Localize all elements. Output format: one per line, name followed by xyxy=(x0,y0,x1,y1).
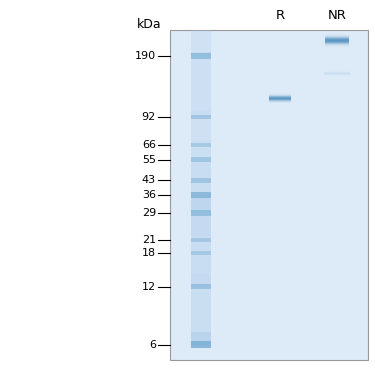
Text: 29: 29 xyxy=(142,208,156,218)
Text: 55: 55 xyxy=(142,155,156,165)
Bar xyxy=(269,102,291,103)
Bar xyxy=(191,236,211,240)
Text: 66: 66 xyxy=(142,140,156,150)
Text: kDa: kDa xyxy=(137,18,162,31)
Bar xyxy=(191,195,211,210)
Bar xyxy=(269,100,291,101)
Bar xyxy=(191,140,211,144)
Bar xyxy=(269,101,291,102)
Bar xyxy=(191,114,211,119)
Bar xyxy=(326,44,349,45)
Text: 12: 12 xyxy=(142,282,156,292)
Bar xyxy=(326,40,349,41)
Text: 6: 6 xyxy=(149,340,156,350)
Bar xyxy=(326,38,349,39)
Bar xyxy=(269,93,291,94)
Bar xyxy=(269,99,291,100)
Bar xyxy=(191,142,211,147)
Bar xyxy=(326,45,349,46)
Bar xyxy=(326,43,349,44)
Bar xyxy=(326,41,349,42)
Bar xyxy=(191,180,211,195)
Text: 18: 18 xyxy=(142,248,156,258)
Bar xyxy=(326,35,349,36)
Bar xyxy=(191,210,211,216)
Bar xyxy=(191,274,211,287)
Bar xyxy=(326,42,349,43)
Bar xyxy=(191,54,211,59)
Text: 43: 43 xyxy=(142,175,156,185)
Bar xyxy=(191,158,211,162)
Bar xyxy=(326,46,349,47)
Text: 92: 92 xyxy=(142,112,156,122)
Bar xyxy=(191,110,211,117)
Bar xyxy=(191,287,211,332)
Bar xyxy=(191,30,211,52)
Text: 21: 21 xyxy=(142,235,156,245)
Bar xyxy=(326,36,349,37)
Bar xyxy=(191,192,211,198)
Bar xyxy=(326,34,349,35)
Bar xyxy=(191,253,211,274)
Bar xyxy=(326,37,349,38)
Bar xyxy=(191,341,211,348)
Bar xyxy=(269,96,291,97)
Text: 190: 190 xyxy=(135,51,156,61)
Bar xyxy=(191,238,211,242)
Bar xyxy=(170,30,368,360)
Bar xyxy=(326,39,349,40)
Bar xyxy=(269,95,291,96)
Bar xyxy=(191,284,211,290)
Bar xyxy=(191,240,211,253)
Bar xyxy=(191,213,211,236)
Bar xyxy=(269,98,291,99)
Bar xyxy=(191,52,211,56)
Text: R: R xyxy=(275,9,285,22)
Bar xyxy=(191,144,211,160)
Bar xyxy=(191,251,211,255)
Bar xyxy=(191,210,211,213)
Text: NR: NR xyxy=(328,9,347,22)
Text: 36: 36 xyxy=(142,190,156,200)
Bar xyxy=(269,94,291,95)
Bar xyxy=(269,97,291,98)
Bar xyxy=(191,178,211,183)
Bar xyxy=(191,56,211,110)
Bar xyxy=(191,117,211,140)
Bar xyxy=(191,160,211,180)
Bar xyxy=(191,332,211,345)
